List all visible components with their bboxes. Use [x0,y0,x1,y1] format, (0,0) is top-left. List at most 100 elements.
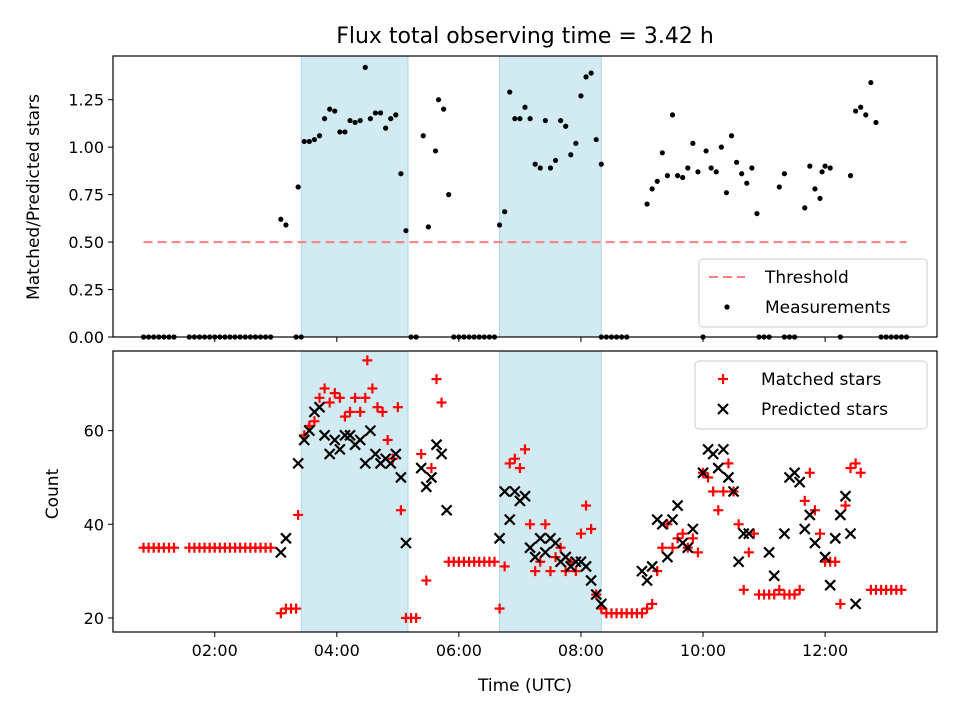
matched-stars-point [265,542,276,553]
measurements-point [403,228,409,234]
bottom-panel: 20 40 60 02:00 04:00 06:00 08:00 10:00 12:00 Matc… [84,350,938,660]
legend-label: Matched stars [761,370,881,390]
measurements-point [573,140,579,146]
predicted-stars-point [844,527,857,540]
matched-stars-point [372,402,383,413]
matched-stars-point [774,584,785,595]
predicted-stars-point [687,523,699,535]
predicted-stars-point [430,438,443,451]
predicted-stars-point [824,579,836,591]
measurements-point [532,161,538,167]
measurements-point [316,133,323,139]
predicted-stars-point [768,570,781,582]
measurements-point [807,163,813,169]
predicted-stars-point [498,485,511,498]
predicted-stars-point [415,462,428,474]
predicted-stars-point [778,527,791,540]
matched-stars-point [835,598,846,609]
predicted-stars-point [339,429,351,442]
matched-stars-point [657,542,668,553]
matched-stars-point [667,542,678,553]
predicted-stars-point [524,541,536,554]
predicted-stars-point [280,532,292,545]
measurements-point [367,116,373,122]
predicted-stars-point [590,588,602,601]
matched-stars-point [794,584,805,595]
legend-swatch [724,304,730,310]
predicted-stars-point [829,532,842,545]
measurements-point [393,112,399,118]
measurements-point [342,129,348,135]
measurements-point [388,116,394,122]
measurements-point [690,140,696,146]
x-tick-label: 04:00 [314,641,360,660]
predicted-stars-point [641,574,653,587]
matched-stars-point [530,566,541,577]
measurements-point [695,169,701,175]
measurements-point [812,186,818,192]
measurements-point [362,64,368,70]
y-tick-label: 20 [84,609,104,628]
predicted-stars-point [636,565,648,577]
measurements-point [522,104,528,110]
y-tick-label: 0.25 [68,281,104,300]
measurements-point [583,74,589,80]
predicted-stars-point [743,527,755,540]
predicted-stars-point [435,448,448,460]
measurements-point [754,210,760,217]
measurements-point [352,119,358,126]
predicted-stars-point [328,434,341,446]
matched-stars-point [314,392,325,403]
measurements-point [598,161,604,167]
matched-stars-point [545,566,556,577]
matched-stars-point [329,388,340,399]
measurements-point [337,129,343,135]
predicted-stars-point [793,476,806,488]
matched-stars-point [169,542,180,553]
measurements-point [723,190,730,196]
predicted-stars-point [681,541,694,554]
measurements-point [827,165,833,171]
predicted-stars-point [539,546,552,559]
predicted-stars-point [292,457,304,470]
measurements-point [347,117,353,124]
matched-stars-point [520,444,530,455]
matched-stars-point [845,463,856,474]
predicted-stars-point [737,527,750,540]
predicted-stars-point [369,448,382,460]
matched-stars-point [769,589,780,600]
measurements-point [588,70,594,76]
matched-stars-point [540,519,551,530]
plot-frame [112,55,938,338]
plot-frame [112,350,938,633]
predicted-stars-point [420,481,433,493]
predicted-stars-point [493,532,506,545]
measurements-point [512,116,518,122]
matched-stars-point [367,383,378,394]
matched-stars-point [324,397,335,408]
measurements-point [332,108,338,114]
predicted-stars-point [529,551,541,563]
matched-stars-point [687,533,698,544]
matched-stars-point [830,556,841,567]
matched-stars-point [377,406,388,417]
matched-stars-point [494,603,505,614]
measurements-point [432,148,439,154]
matched-stars-point [355,406,366,417]
predicted-stars-point [834,509,847,521]
matched-stars-point [738,584,749,595]
measurements-point [552,157,559,164]
measurements-point [718,144,724,150]
shaded-interval-1 [300,55,409,338]
predicted-stars-point [549,537,562,549]
matched-stars-point [723,458,734,469]
predicted-stars-point [666,513,679,526]
predicted-stars-point [819,551,831,563]
predicted-stars-point [804,509,816,521]
predicted-stars-point [839,490,852,502]
measurements-point [420,133,426,139]
measurements-point [377,110,384,116]
measurements-point [680,174,686,181]
measurements-point [868,79,874,86]
predicted-stars-point [595,598,608,610]
